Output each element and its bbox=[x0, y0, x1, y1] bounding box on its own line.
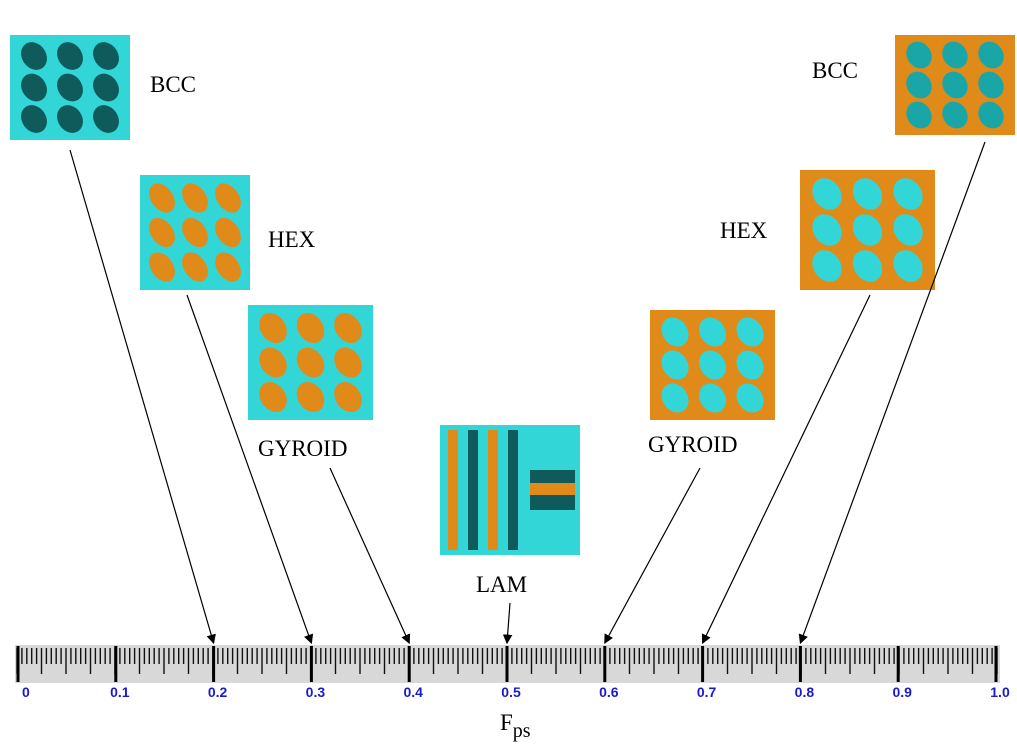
figure: Fps 0 0.1 0.2 0.3 0.4 0.5 0.6 0.7 0.8 0.9 1.0 BCC HE… bbox=[0, 0, 1017, 748]
phase-label: BCC bbox=[150, 72, 196, 97]
tick-label: 0.2 bbox=[208, 684, 228, 700]
phase-label: GYROID bbox=[258, 436, 347, 461]
phase-label: BCC bbox=[812, 58, 858, 83]
lamella bbox=[448, 430, 458, 550]
lamella bbox=[530, 483, 575, 495]
phase-label: GYROID bbox=[648, 432, 737, 457]
phase-picture bbox=[895, 35, 1015, 135]
tick-label: 0.8 bbox=[795, 684, 815, 700]
phase-label: LAM bbox=[476, 572, 527, 597]
phase-label: HEX bbox=[720, 218, 768, 243]
tick-label: 1.0 bbox=[990, 684, 1010, 700]
tick-label: 0.4 bbox=[403, 684, 423, 700]
phase-picture bbox=[10, 35, 130, 140]
phase-picture bbox=[140, 175, 250, 290]
phase-arrow bbox=[507, 603, 510, 643]
phase-picture bbox=[440, 425, 580, 555]
lamella bbox=[508, 430, 518, 550]
lamella bbox=[468, 430, 478, 550]
axis-label: Fps bbox=[500, 710, 531, 742]
phase-picture bbox=[650, 310, 775, 420]
phase-picture bbox=[800, 170, 935, 290]
tick-label: 0.6 bbox=[599, 684, 619, 700]
tick-label: 0.5 bbox=[501, 684, 521, 700]
tick-label: 0 bbox=[22, 684, 30, 700]
lamella bbox=[488, 430, 498, 550]
phase-arrow bbox=[330, 468, 409, 643]
phase-label: HEX bbox=[268, 227, 316, 252]
tick-label: 0.3 bbox=[306, 684, 326, 700]
phase-picture bbox=[248, 305, 373, 420]
tick-label: 0.9 bbox=[892, 684, 912, 700]
tick-label: 0.7 bbox=[697, 684, 717, 700]
tick-label: 0.1 bbox=[110, 684, 130, 700]
phase-arrow bbox=[605, 468, 700, 643]
